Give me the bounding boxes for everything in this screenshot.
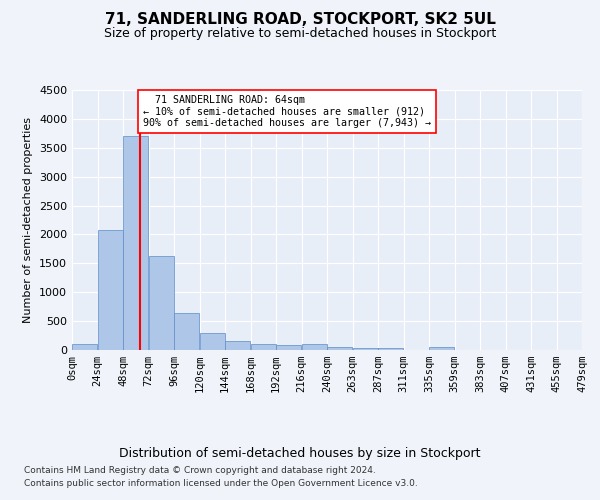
Bar xyxy=(327,347,352,350)
Bar xyxy=(378,348,403,350)
Bar xyxy=(97,230,122,350)
Bar xyxy=(251,344,275,350)
Text: 71, SANDERLING ROAD, STOCKPORT, SK2 5UL: 71, SANDERLING ROAD, STOCKPORT, SK2 5UL xyxy=(104,12,496,28)
Bar xyxy=(199,333,224,350)
Bar xyxy=(276,346,301,350)
Bar xyxy=(353,348,377,350)
Text: Contains HM Land Registry data © Crown copyright and database right 2024.: Contains HM Land Registry data © Crown c… xyxy=(24,466,376,475)
Text: 71 SANDERLING ROAD: 64sqm
← 10% of semi-detached houses are smaller (912)
90% of: 71 SANDERLING ROAD: 64sqm ← 10% of semi-… xyxy=(143,94,431,128)
Text: Distribution of semi-detached houses by size in Stockport: Distribution of semi-detached houses by … xyxy=(119,448,481,460)
Bar xyxy=(123,136,148,350)
Bar xyxy=(429,347,454,350)
Bar xyxy=(302,344,326,350)
Text: Contains public sector information licensed under the Open Government Licence v3: Contains public sector information licen… xyxy=(24,479,418,488)
Bar xyxy=(225,342,250,350)
Y-axis label: Number of semi-detached properties: Number of semi-detached properties xyxy=(23,117,34,323)
Bar xyxy=(149,256,173,350)
Bar xyxy=(72,344,97,350)
Bar xyxy=(174,313,199,350)
Text: Size of property relative to semi-detached houses in Stockport: Size of property relative to semi-detach… xyxy=(104,28,496,40)
